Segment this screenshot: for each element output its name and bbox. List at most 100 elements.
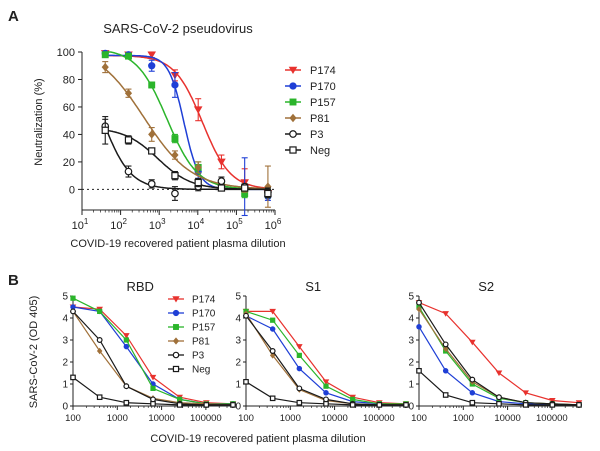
panel-b-xtick-label: 10000	[148, 413, 174, 424]
point-p157	[123, 337, 129, 343]
point-neg	[269, 395, 276, 402]
panel-b-xtick-label: 100	[238, 413, 254, 424]
point-p3	[96, 337, 103, 343]
chart-a-ytick-label: 20	[63, 157, 75, 169]
panel-label-b: B	[8, 272, 19, 289]
chart-a-title: SARS-CoV-2 pseudovirus	[103, 21, 253, 36]
legend-label-p174: P174	[192, 295, 216, 306]
point-p3	[496, 394, 502, 401]
panel-b-xtick-label: 1000	[107, 413, 128, 424]
panel-b-xtick-label: 10000	[494, 413, 520, 424]
panel-b-ytick-label: 5	[62, 292, 68, 303]
point-p170	[296, 365, 303, 372]
chart-b-xlabel: COVID-19 recovered patient plasma diluti…	[150, 433, 365, 445]
series-line-p174	[418, 302, 580, 404]
series-line-p157	[245, 310, 406, 405]
panel-b-ytick-label: 1	[235, 380, 241, 391]
point-p157	[171, 135, 179, 143]
point-p157	[323, 383, 329, 389]
point-p81	[269, 352, 276, 359]
point-p81	[171, 150, 179, 160]
point-neg	[124, 136, 133, 144]
panel-b-title: S2	[478, 279, 494, 294]
point-p3	[269, 348, 276, 354]
legend-label-p81: P81	[310, 113, 330, 125]
panel-b-xtick-label: 1000	[453, 413, 474, 424]
point-p81	[416, 305, 422, 313]
point-p3	[469, 376, 476, 383]
panel-b-s1: S1 0 1 2 3 4 5 100 1000 10000 100000	[235, 279, 410, 424]
point-p170	[123, 343, 130, 350]
chart-a-xtick-label: 102	[110, 217, 127, 232]
point-neg	[171, 171, 179, 180]
legend-marker-p174	[288, 66, 298, 75]
chart-a-ylabel: Neutralization (%)	[33, 78, 45, 165]
point-neg	[549, 402, 556, 408]
fit-curve-p81	[104, 68, 268, 190]
point-p157	[125, 52, 132, 60]
panel-b-ytick-label: 0	[62, 402, 68, 413]
legend-label-p3: P3	[192, 351, 205, 362]
point-neg	[496, 400, 502, 407]
series-a-p157	[101, 51, 272, 199]
series-line-p3	[418, 302, 580, 406]
panel-b-xtick-label: 1000	[280, 413, 301, 424]
chart-a-xtick-label: 104	[187, 217, 204, 232]
point-p174	[495, 370, 503, 377]
point-p3	[70, 308, 76, 315]
point-p157	[97, 308, 103, 315]
panel-b-ytick-label: 3	[408, 336, 414, 347]
series-b-rbd-neg	[70, 374, 236, 408]
legend-label-p170: P170	[310, 81, 336, 93]
panel-b-ytick-label: 1	[408, 380, 414, 391]
series-line-p81	[418, 308, 580, 406]
point-neg	[150, 400, 156, 407]
series-line-p157	[418, 306, 580, 406]
legend-marker-p157	[173, 324, 179, 330]
chart-a-xtick-label: 106	[265, 217, 282, 232]
point-neg	[217, 184, 226, 192]
legend-marker-p170	[172, 309, 180, 317]
point-neg	[243, 378, 249, 385]
point-p3	[243, 312, 249, 319]
point-p170	[323, 390, 329, 396]
point-p3	[147, 180, 156, 188]
point-neg	[522, 402, 529, 408]
point-neg	[469, 399, 476, 406]
point-neg	[194, 178, 202, 187]
point-p170	[416, 324, 422, 330]
panel-b-ytick-label: 0	[235, 402, 241, 413]
series-b-s2-neg	[416, 367, 582, 408]
panel-b-ytick-label: 4	[408, 314, 414, 325]
point-neg	[123, 399, 130, 406]
legend-marker-p3	[172, 351, 180, 359]
point-neg	[70, 374, 76, 381]
panel-b-s2: S2 0 1 2 3 4 5 100 1000 10000 100000	[408, 279, 583, 424]
point-neg	[148, 147, 156, 155]
point-p3	[217, 177, 226, 185]
point-p174	[322, 379, 330, 385]
point-p174	[149, 374, 157, 381]
point-neg	[403, 402, 409, 408]
point-p81	[442, 345, 449, 353]
point-p157	[148, 81, 156, 89]
point-neg	[416, 367, 422, 374]
chart-a-ytick-label: 60	[63, 102, 75, 114]
point-p81	[148, 130, 156, 139]
panel-b-ytick-label: 4	[235, 314, 241, 325]
point-p174	[296, 344, 303, 350]
point-neg	[230, 402, 236, 408]
legend-label-neg: Neg	[192, 365, 210, 376]
panel-b-ytick-label: 2	[408, 358, 414, 369]
point-p3	[171, 189, 179, 198]
point-p3	[442, 341, 449, 348]
point-p174	[147, 51, 157, 59]
point-neg	[101, 126, 109, 134]
legend-marker-p157	[289, 98, 297, 106]
legend-marker-p81	[172, 337, 180, 345]
panel-b-xtick-label: 100000	[190, 413, 222, 424]
legend-label-p170: P170	[192, 309, 216, 320]
legend-label-p157: P157	[192, 323, 216, 334]
